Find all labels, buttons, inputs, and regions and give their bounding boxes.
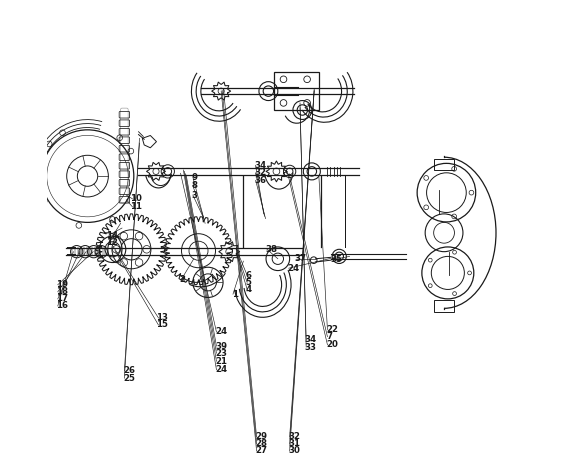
Text: 22: 22 — [326, 325, 338, 334]
Text: 7: 7 — [326, 332, 332, 341]
Bar — [434, 159, 454, 170]
Text: 23: 23 — [215, 349, 227, 358]
Text: 21: 21 — [215, 357, 227, 366]
Text: 34: 34 — [304, 335, 317, 344]
Text: 14: 14 — [107, 231, 119, 240]
Text: 24: 24 — [215, 365, 227, 374]
Text: 17: 17 — [56, 294, 68, 304]
Text: 32: 32 — [254, 168, 266, 177]
Text: 31: 31 — [288, 439, 300, 448]
Text: 9: 9 — [192, 172, 197, 181]
Text: 12: 12 — [107, 238, 119, 247]
Text: 1: 1 — [231, 290, 238, 299]
Text: 4: 4 — [246, 285, 252, 294]
Text: 25: 25 — [123, 374, 135, 383]
Text: 8: 8 — [192, 181, 197, 190]
Text: 38: 38 — [265, 245, 278, 254]
Text: 13: 13 — [156, 314, 168, 322]
Text: 15: 15 — [156, 320, 168, 329]
Text: 28: 28 — [255, 439, 267, 448]
Text: 29: 29 — [255, 432, 267, 441]
Text: 27: 27 — [255, 446, 267, 456]
Text: 24: 24 — [287, 264, 299, 273]
Text: 11: 11 — [130, 202, 142, 211]
Text: 2: 2 — [180, 276, 185, 285]
Text: 24: 24 — [215, 327, 227, 336]
Text: 18: 18 — [56, 287, 68, 296]
Text: 20: 20 — [326, 340, 338, 349]
Text: 5: 5 — [246, 278, 252, 287]
Text: 33: 33 — [304, 342, 317, 352]
Bar — [274, 72, 319, 110]
Text: 32: 32 — [288, 432, 300, 441]
Text: 34: 34 — [254, 161, 266, 170]
Text: 3: 3 — [192, 190, 197, 200]
Text: 6: 6 — [246, 271, 252, 280]
Text: 30: 30 — [288, 446, 300, 456]
Bar — [434, 300, 454, 312]
Text: 10: 10 — [130, 194, 142, 203]
Text: 39: 39 — [215, 342, 227, 351]
Text: 16: 16 — [56, 302, 68, 311]
Text: 19: 19 — [56, 280, 68, 289]
Text: 37: 37 — [294, 254, 307, 263]
Text: 35: 35 — [331, 255, 342, 264]
Text: 26: 26 — [123, 366, 135, 375]
Text: 36: 36 — [254, 176, 266, 185]
